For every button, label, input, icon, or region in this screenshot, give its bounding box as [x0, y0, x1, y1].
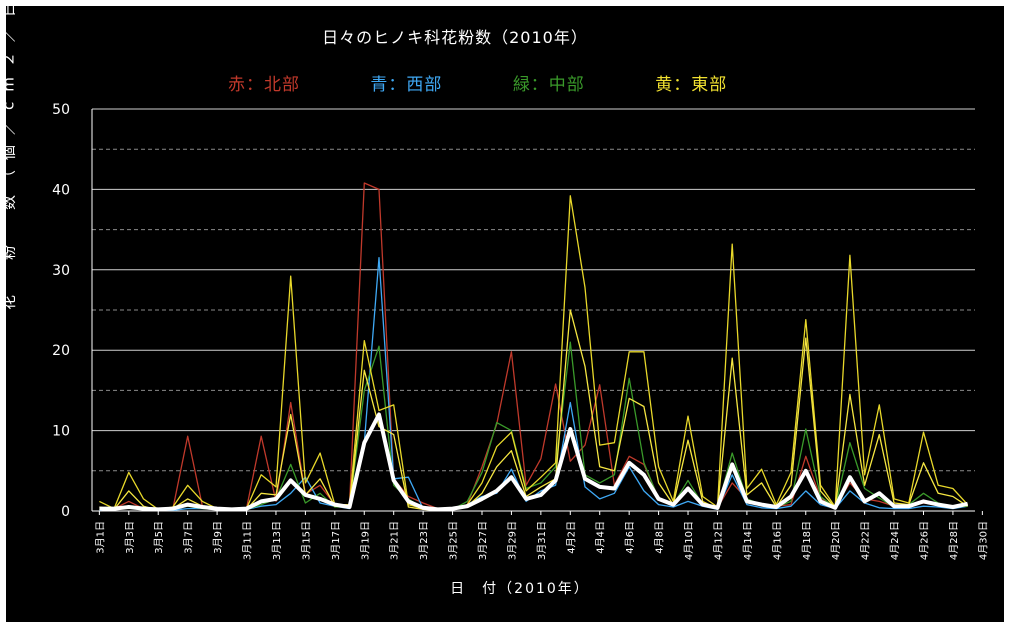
- x-tick-label: 3月11日: [242, 521, 254, 560]
- legend-north: 赤：北部: [228, 75, 300, 95]
- y-tick-label: 10: [52, 424, 70, 440]
- x-tick-label: 4月28日: [948, 521, 960, 560]
- x-tick-label: 3月5日: [153, 521, 165, 554]
- y-tick-label: 40: [52, 182, 70, 198]
- x-tick-label: 3月13日: [271, 521, 283, 560]
- series-line-5: [99, 412, 969, 512]
- series-line-2: [99, 341, 968, 511]
- y-tick-label: 20: [52, 343, 70, 359]
- x-tick-label: 3月21日: [389, 521, 401, 560]
- legend-east: 黄：東部: [655, 75, 728, 95]
- legend-central: 緑：中部: [512, 75, 585, 95]
- x-tick-label: 3月17日: [330, 521, 342, 560]
- x-tick-label: 4月26日: [918, 521, 930, 560]
- x-axis-title: 日 付（2010年）: [450, 581, 590, 597]
- x-tick-label: 4月20日: [830, 521, 842, 560]
- x-tick-label: 4月6日: [624, 521, 636, 554]
- x-tick-label: 4月12日: [712, 521, 724, 560]
- x-tick-label: 4月24日: [889, 521, 901, 560]
- x-tick-label: 3月3日: [124, 521, 136, 554]
- x-tick-label: 3月23日: [418, 521, 430, 560]
- series-line-3: [99, 195, 969, 511]
- x-tick-label: 4月30日: [977, 521, 989, 560]
- x-tick-label: 3月9日: [212, 521, 224, 554]
- x-tick-label: 4月18日: [801, 521, 813, 560]
- x-tick-label: 4月8日: [654, 521, 666, 554]
- x-tick-label: 3月15日: [300, 521, 312, 560]
- x-tick-label: 3月7日: [183, 521, 195, 554]
- x-tick-label: 3月1日: [94, 521, 106, 554]
- x-tick-label: 3月27日: [477, 521, 489, 560]
- x-tick-label: 4月2日: [565, 521, 577, 554]
- legend: 赤：北部 青：西部 緑：中部 黄：東部: [228, 70, 791, 95]
- x-tick-label: 3月29日: [506, 521, 518, 560]
- y-axis-title: 花 粉 数（個／cm２／日）: [0, 0, 18, 310]
- y-tick-label: 30: [52, 263, 70, 279]
- x-tick-label: 3月31日: [536, 521, 548, 560]
- x-tick-label: 3月25日: [448, 521, 460, 560]
- x-tick-label: 4月22日: [860, 521, 872, 560]
- x-tick-label: 4月4日: [595, 521, 607, 554]
- x-tick-label: 4月14日: [742, 521, 754, 560]
- y-tick-label: 50: [52, 102, 70, 118]
- chart-title: 日々のヒノキ科花粉数（2010年）: [322, 28, 588, 47]
- legend-west: 青：西部: [370, 75, 443, 95]
- x-tick-label: 4月10日: [683, 521, 695, 560]
- y-tick-label: 0: [61, 504, 70, 520]
- x-tick-label: 4月16日: [771, 521, 783, 560]
- x-tick-label: 3月19日: [359, 521, 371, 560]
